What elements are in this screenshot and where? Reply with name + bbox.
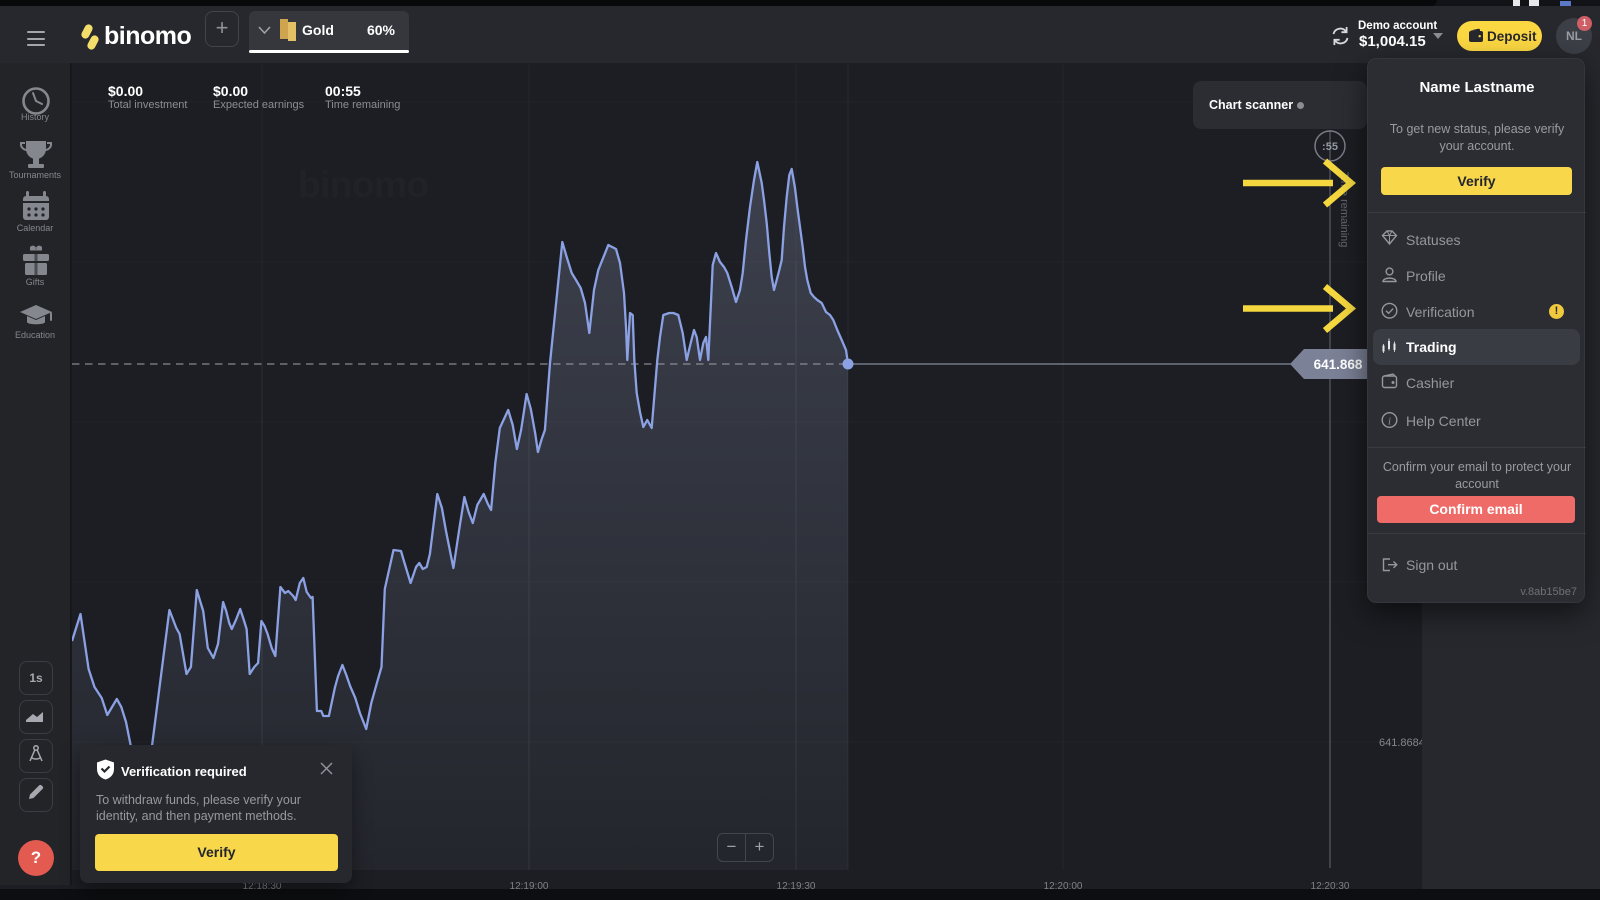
svg-text:i: i: [1388, 417, 1391, 428]
svg-text::55: :55: [1322, 141, 1338, 153]
svg-text:641.868: 641.868: [1314, 357, 1363, 372]
svg-text:12:19:30: 12:19:30: [777, 881, 816, 889]
svg-text:12:19:00: 12:19:00: [510, 881, 549, 889]
svg-text:12:20:30: 12:20:30: [1311, 881, 1350, 889]
svg-text:641.8684: 641.8684: [1379, 737, 1422, 749]
svg-text:12:20:00: 12:20:00: [1044, 881, 1083, 889]
svg-text:12:18:30: 12:18:30: [243, 881, 282, 889]
